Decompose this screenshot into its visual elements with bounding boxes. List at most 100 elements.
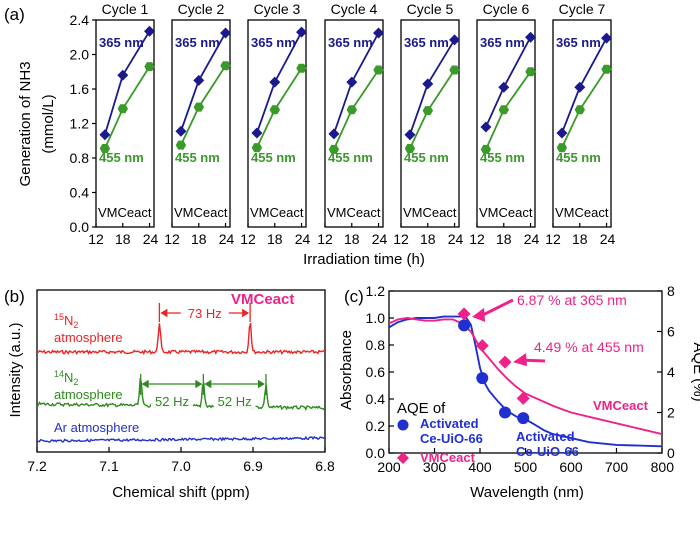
y-tick-label-a: 1.2 — [70, 116, 90, 132]
x-tick-label-c: 300 — [423, 459, 447, 475]
series-365-point — [193, 74, 205, 86]
x-tick-label-a: 18 — [267, 231, 283, 247]
bracket-73-arrow-right — [242, 308, 250, 318]
y-axis-label-b: Intensity (a.u.) — [7, 322, 24, 417]
y2-tick-label-c: 4 — [667, 364, 675, 380]
series-455-point — [117, 104, 128, 114]
x-tick-label-a: 18 — [115, 231, 131, 247]
series-455-point — [574, 105, 585, 115]
panel-label-c: (c) — [344, 287, 364, 306]
line-label-ce-uio-1: Activated — [516, 429, 575, 444]
legend-title-c: AQE of — [397, 400, 446, 417]
trace-label-sub: 2 — [73, 377, 78, 387]
y2-tick-label-c: 8 — [667, 283, 675, 299]
x-tick-label-a: 12 — [393, 231, 409, 247]
series-label-365: 365 nm — [251, 35, 296, 50]
x-tick-label-a: 24 — [372, 231, 388, 247]
series-365-line — [409, 39, 456, 135]
trace-label-atmosphere: atmosphere — [54, 330, 123, 345]
aqe-point-vmceact — [498, 355, 512, 369]
x-tick-label-b: 7.1 — [99, 458, 119, 474]
series-455-point — [373, 65, 384, 75]
series-365-point — [328, 128, 340, 140]
series-label-455: 455 nm — [175, 150, 220, 165]
series-label-365: 365 nm — [404, 35, 449, 50]
y-axis-label-a: Generation of NH3 — [17, 61, 34, 186]
series-label-455: 455 nm — [556, 150, 601, 165]
series-455-point — [480, 144, 492, 154]
series-455-point — [346, 105, 357, 115]
cycle-frame — [247, 19, 307, 228]
series-365-point — [422, 78, 434, 90]
x-tick-label-b: 6.8 — [315, 458, 335, 474]
series-label-455: 455 nm — [328, 150, 373, 165]
annotation-52hz: 52 Hz — [218, 394, 252, 409]
series-455-point — [220, 61, 231, 71]
nmr-trace — [37, 323, 325, 356]
panel-c: (c) 200 300 400 500 600 700 800 0.0 0.2 0.4 0.6 0.8 1… — [338, 283, 700, 501]
legend-label-ce-uio-2: Ce-UiO-66 — [420, 431, 483, 446]
trace-label-sub: 2 — [73, 320, 78, 330]
x-tick-label-a: 18 — [191, 231, 207, 247]
x-tick-label-a: 18 — [572, 231, 588, 247]
nmr-trace — [37, 435, 325, 443]
annotation-52hz: 52 Hz — [155, 394, 189, 409]
series-label-365: 365 nm — [328, 35, 373, 50]
series-365-point — [601, 32, 613, 44]
aqe-point-ce-uio — [476, 372, 489, 385]
y-axis-label-a-text: Generation of NH3 — [17, 61, 34, 186]
y2-axis-label-c: AQE (%) — [690, 342, 700, 401]
series-365-point — [220, 27, 232, 39]
x-axis-label-c: Wavelength (nm) — [470, 484, 584, 501]
x-tick-label-a: 24 — [295, 231, 311, 247]
series-365-point — [449, 34, 461, 46]
series-455-point — [404, 144, 416, 153]
legend-label-ce-uio-1: Activated — [420, 416, 479, 431]
series-365-point — [117, 69, 129, 81]
x-tick-label-a: 12 — [317, 231, 333, 247]
series-label-365: 365 nm — [556, 35, 601, 50]
x-tick-label-a: 18 — [496, 231, 512, 247]
cycle-title: Cycle 5 — [407, 1, 454, 17]
bracket-52-bg — [151, 393, 193, 409]
panel-label-a: (a) — [4, 5, 25, 24]
series-455-line — [256, 67, 303, 148]
cycle-title: Cycle 4 — [331, 1, 378, 17]
series-365-point — [175, 125, 187, 137]
series-365-point — [480, 121, 492, 133]
cycle-frame — [476, 19, 536, 228]
cycle-title: Cycle 1 — [102, 1, 149, 17]
y2-tick-label-c: 2 — [667, 405, 675, 421]
x-tick-label-a: 12 — [240, 231, 256, 247]
aqe-point-ce-uio — [499, 406, 512, 419]
panel-b: (b) 7.2 7.1 7.0 6.9 6.8 Chemical shift (ppm) In… — [4, 287, 335, 501]
series-365-point — [556, 127, 568, 139]
series-455-point — [328, 144, 340, 154]
trace-label-atmosphere: atmosphere — [54, 387, 123, 402]
series-455-line — [180, 65, 227, 146]
x-tick-label-a: 18 — [344, 231, 360, 247]
x-tick-label-b: 6.9 — [243, 458, 263, 474]
trace-label-element: N — [64, 370, 73, 385]
line-label-ce-uio-2: Ce-UiO-66 — [516, 444, 579, 459]
series-365-point — [296, 26, 308, 38]
series-label-455: 455 nm — [99, 150, 144, 165]
trace-label-element: N — [64, 313, 73, 328]
y-tick-label-c: 0.4 — [366, 391, 386, 407]
series-455-point — [144, 62, 155, 72]
series-365-point — [144, 25, 156, 37]
bracket-52-arrow — [257, 379, 265, 389]
x-axis-label-b: Chemical shift (ppm) — [112, 484, 250, 501]
series-label-455: 455 nm — [480, 150, 525, 165]
line-label-vmceact: VMCeact — [593, 398, 649, 413]
trace-label-sup: 14 — [54, 369, 64, 379]
series-365-point — [373, 27, 385, 39]
legend-label-vmceact: VMCeact — [420, 450, 476, 465]
series-label-455: 455 nm — [251, 150, 296, 165]
aqe-point-ce-uio — [517, 412, 530, 425]
bracket-52-arrow — [195, 379, 203, 389]
y-tick-label-a: 1.6 — [70, 81, 90, 97]
cycle-frame — [171, 19, 231, 228]
series-455-point — [601, 64, 612, 74]
